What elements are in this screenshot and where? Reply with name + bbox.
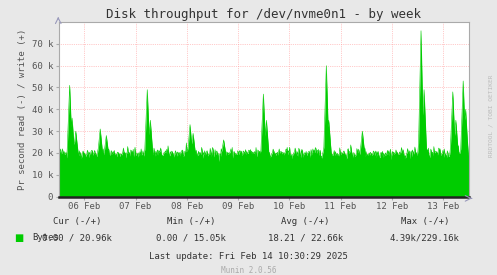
Text: 18.21 / 22.66k: 18.21 / 22.66k [268,233,343,242]
Text: Avg (-/+): Avg (-/+) [281,217,330,226]
Text: ■: ■ [14,233,23,243]
Text: Cur (-/+): Cur (-/+) [53,217,101,226]
Text: 0.00 / 15.05k: 0.00 / 15.05k [157,233,226,242]
Y-axis label: Pr second read (-) / write (+): Pr second read (-) / write (+) [18,29,27,190]
Text: Munin 2.0.56: Munin 2.0.56 [221,266,276,274]
Text: Bytes: Bytes [32,233,59,242]
Text: Max (-/+): Max (-/+) [401,217,449,226]
Text: Last update: Fri Feb 14 10:30:29 2025: Last update: Fri Feb 14 10:30:29 2025 [149,252,348,261]
Text: 0.00 / 20.96k: 0.00 / 20.96k [42,233,112,242]
Text: 4.39k/229.16k: 4.39k/229.16k [390,233,460,242]
Title: Disk throughput for /dev/nvme0n1 - by week: Disk throughput for /dev/nvme0n1 - by we… [106,8,421,21]
Text: Min (-/+): Min (-/+) [167,217,216,226]
Text: RRDTOOL / TOBI OETIKER: RRDTOOL / TOBI OETIKER [488,74,493,157]
